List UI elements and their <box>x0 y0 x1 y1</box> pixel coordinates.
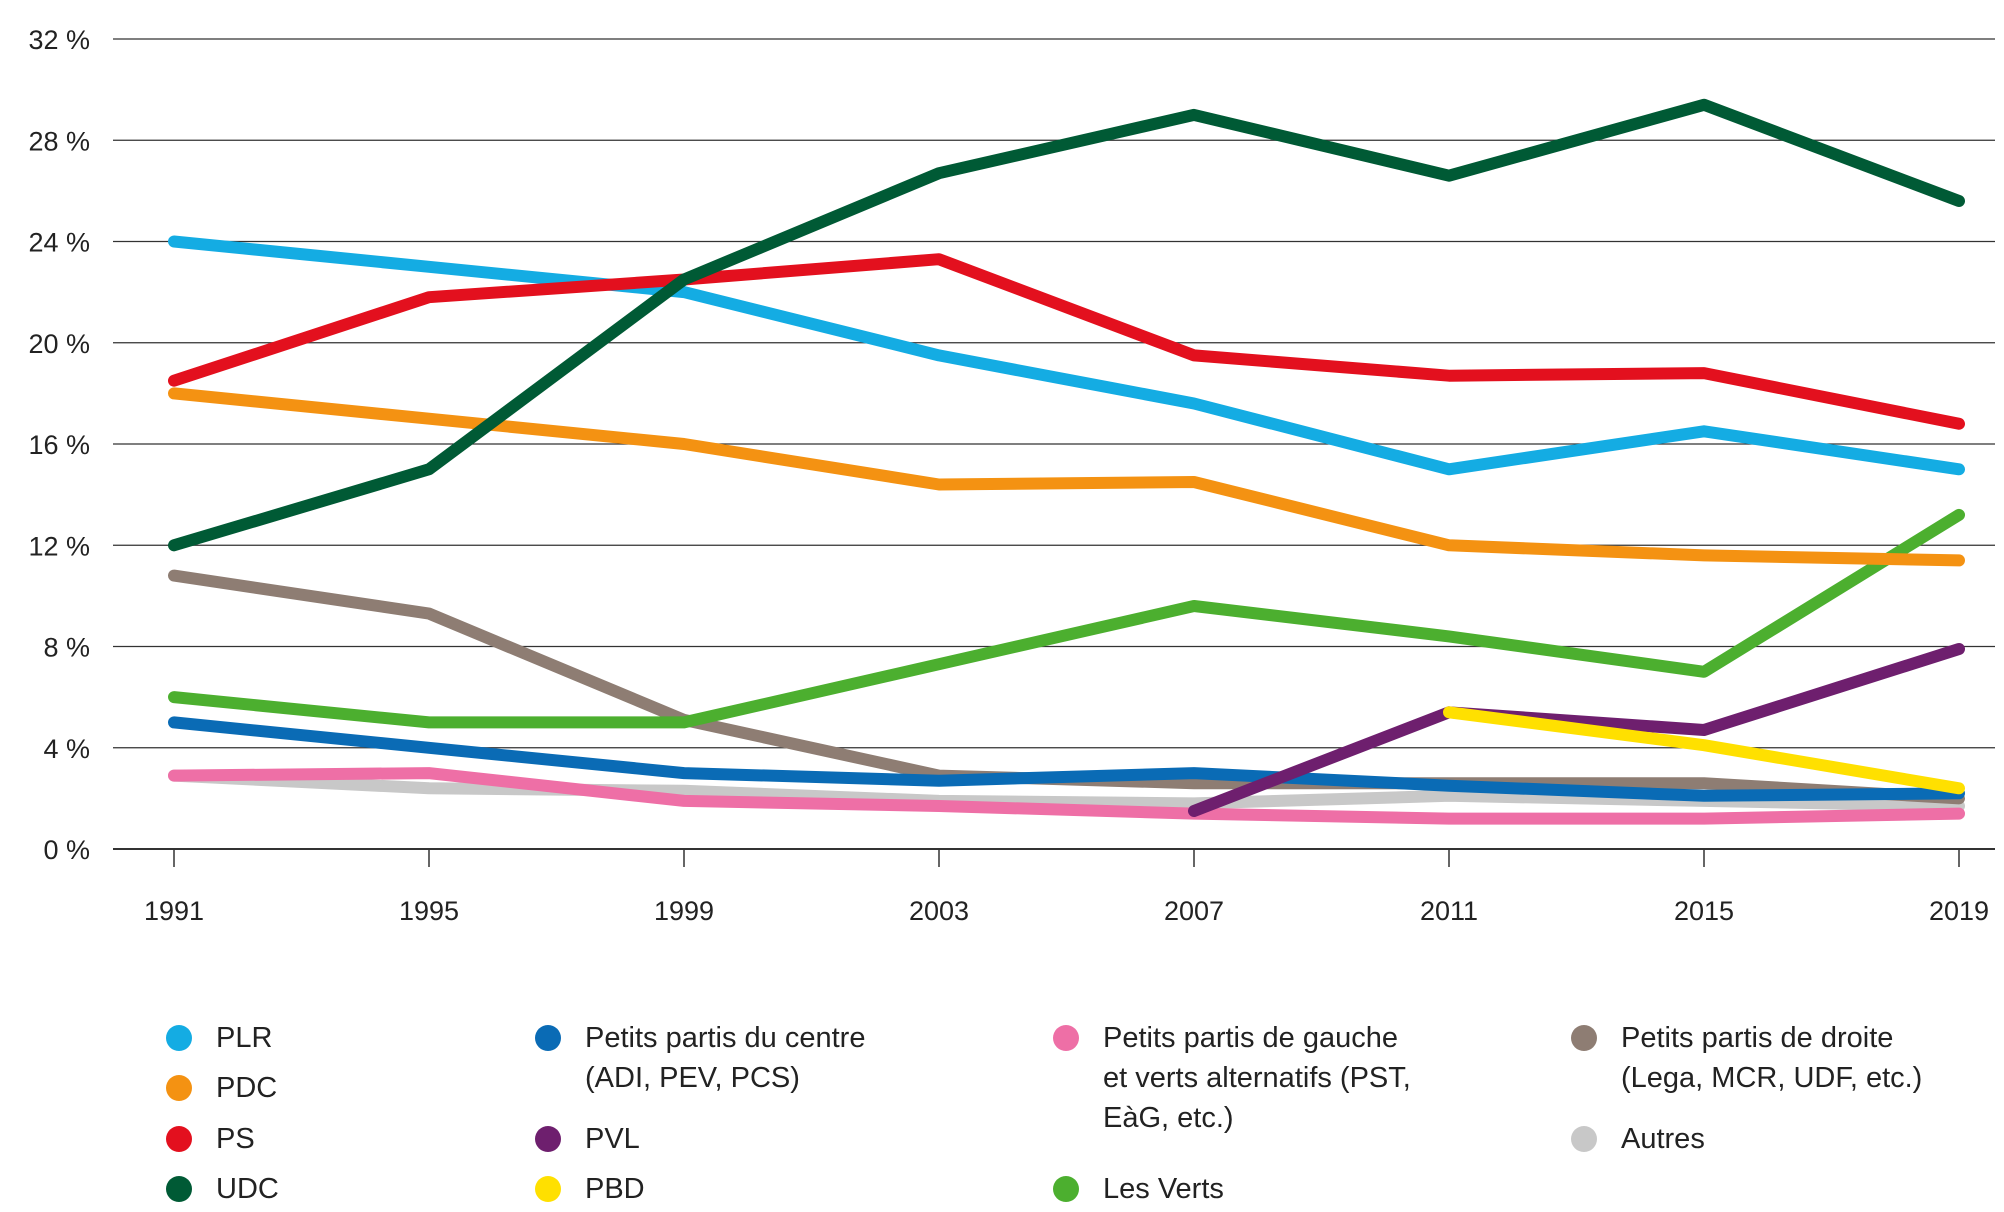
x-tick-label: 1999 <box>654 896 714 926</box>
series-line-pbd <box>1443 706 1965 795</box>
series-line-petits-partis-de-gauche <box>168 767 1965 825</box>
legend-dot <box>1571 1126 1597 1152</box>
legend-label: PS <box>216 1123 255 1155</box>
y-tick-label: 12 % <box>28 531 90 561</box>
legend-label: Petits partis de droite (Lega, MCR, UDF,… <box>1621 1022 1923 1094</box>
legend-item-udc: UDC <box>166 1169 279 1209</box>
legend-dot <box>535 1025 561 1051</box>
legend-item-petits-partis-centre: Petits partis du centre (ADI, PEV, PCS) <box>535 1018 865 1098</box>
legend-item-pdc: PDC <box>166 1068 277 1108</box>
line-chart: 0 %4 %8 %12 %16 %20 %24 %28 %32 % 1991 19… <box>28 25 1995 926</box>
legend-item-les-verts: Les Verts <box>1053 1169 1224 1209</box>
legend-item-plr: PLR <box>166 1018 272 1058</box>
y-axis: 0 % 4 % 8 % 12 % 16 % 20 % 24 % 28 % 32 % <box>28 25 90 865</box>
y-tick-label: 28 % <box>28 126 90 156</box>
y-tick-label: 8 % <box>43 633 90 663</box>
legend-dot <box>166 1075 192 1101</box>
y-tick-label: 32 % <box>28 25 90 55</box>
legend-label: Petits partis de gauche et verts alterna… <box>1103 1022 1411 1134</box>
x-tick-label: 1995 <box>399 896 459 926</box>
y-tick-label: 20 % <box>28 329 90 359</box>
legend-dot <box>166 1025 192 1051</box>
y-tick-label: 24 % <box>28 228 90 258</box>
legend-dot <box>166 1126 192 1152</box>
legend-dot <box>166 1176 192 1202</box>
series-line-pdc <box>168 387 1965 567</box>
x-tick-label: 1991 <box>144 896 204 926</box>
legend-label: Les Verts <box>1103 1173 1224 1205</box>
legend-item-pvl: PVL <box>535 1119 640 1159</box>
legend-item-petits-partis-gauche: Petits partis de gauche et verts alterna… <box>1053 1018 1411 1138</box>
x-tick-label: 2019 <box>1929 896 1989 926</box>
legend-item-pbd: PBD <box>535 1169 645 1209</box>
x-tick-label: 2003 <box>909 896 969 926</box>
legend-dot <box>535 1126 561 1152</box>
legend-dot <box>1053 1025 1079 1051</box>
legend-label: PVL <box>585 1123 640 1155</box>
legend-label: Petits partis du centre (ADI, PEV, PCS) <box>585 1022 866 1094</box>
legend-dot <box>1571 1025 1597 1051</box>
legend-dot <box>535 1176 561 1202</box>
legend-item-petits-partis-droite: Petits partis de droite (Lega, MCR, UDF,… <box>1571 1018 1922 1098</box>
legend-item-autres: Autres <box>1571 1119 1705 1159</box>
legend-label: PBD <box>585 1173 645 1205</box>
x-tick-label: 2015 <box>1674 896 1734 926</box>
x-tick-label: 2007 <box>1164 896 1224 926</box>
series-line-plr <box>168 235 1965 476</box>
series-line-udc <box>168 98 1965 552</box>
series-line-les-verts <box>168 508 1965 729</box>
series-line-pvl <box>1188 643 1965 817</box>
series-line-petits-partis-du-centre <box>168 716 1965 802</box>
legend-label: UDC <box>216 1173 279 1205</box>
legend-label: PLR <box>216 1022 273 1054</box>
x-axis: 1991 1995 1999 2003 2007 2011 2015 2019 <box>144 849 1989 926</box>
series-line-ps <box>168 253 1965 430</box>
legend-item-ps: PS <box>166 1119 255 1159</box>
series-lines <box>168 98 1965 825</box>
legend-dot <box>1053 1176 1079 1202</box>
y-tick-label: 0 % <box>43 835 90 865</box>
x-tick-label: 2011 <box>1420 896 1478 926</box>
legend-label: PDC <box>216 1072 278 1104</box>
y-tick-label: 4 % <box>43 734 90 764</box>
series-line-petits-partis-de-droite <box>168 569 1965 805</box>
legend-label: Autres <box>1621 1123 1705 1155</box>
y-tick-label: 16 % <box>28 430 90 460</box>
